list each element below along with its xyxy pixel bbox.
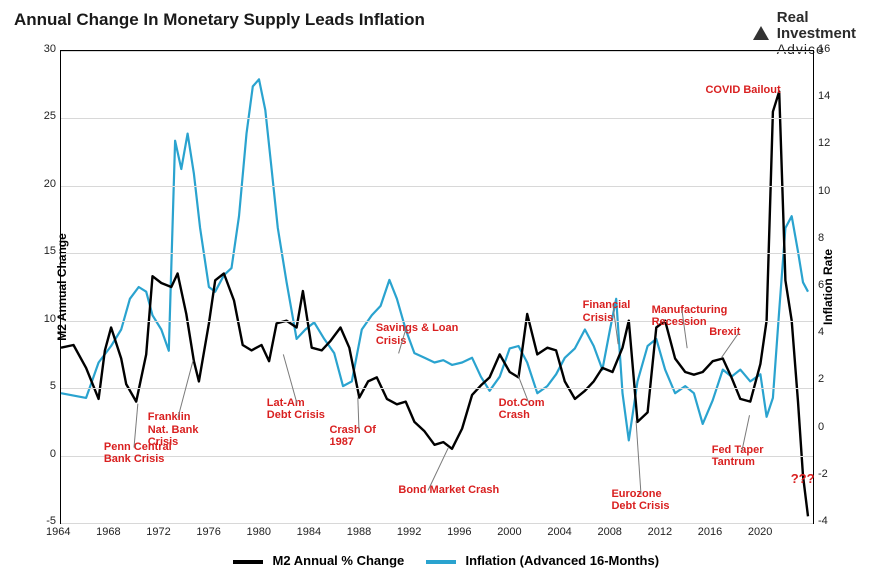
y-right-tick: 12 xyxy=(818,137,830,149)
x-tick: 2020 xyxy=(748,526,772,538)
y-left-tick: 0 xyxy=(36,448,56,460)
x-tick: 1972 xyxy=(146,526,170,538)
chart-annotation: Crash Of1987 xyxy=(329,424,375,448)
chart-legend: M2 Annual % Change Inflation (Advanced 1… xyxy=(0,553,874,568)
x-tick: 2000 xyxy=(497,526,521,538)
y-right-tick: 6 xyxy=(818,279,824,291)
y-right-tick: 2 xyxy=(818,373,824,385)
y-right-tick: 10 xyxy=(818,185,830,197)
x-tick: 1988 xyxy=(347,526,371,538)
chart-annotation: ManufacturingRecession xyxy=(652,304,728,328)
chart-annotation: Dot.ComCrash xyxy=(499,397,545,421)
y-right-tick: -2 xyxy=(818,468,828,480)
chart-container: Annual Change In Monetary Supply Leads I… xyxy=(0,0,874,574)
legend-label-inflation: Inflation (Advanced 16-Months) xyxy=(466,553,660,568)
logo-line2: Investment xyxy=(777,26,856,42)
chart-annotation: ??? xyxy=(791,472,815,486)
chart-annotation: Fed TaperTantrum xyxy=(712,444,764,468)
y-right-tick: 8 xyxy=(818,232,824,244)
logo-icon xyxy=(753,26,769,40)
line-series-svg xyxy=(61,51,813,523)
gridline xyxy=(61,388,813,389)
x-tick: 1992 xyxy=(397,526,421,538)
x-tick: 2012 xyxy=(648,526,672,538)
gridline xyxy=(61,118,813,119)
x-tick: 2008 xyxy=(597,526,621,538)
chart-annotation: Bond Market Crash xyxy=(398,484,499,496)
plot-area xyxy=(60,50,814,524)
x-tick: 1984 xyxy=(297,526,321,538)
legend-swatch-inflation xyxy=(426,560,456,564)
chart-annotation: Savings & LoanCrisis xyxy=(376,322,459,346)
chart-annotation: FranklinNat. BankCrisis xyxy=(148,411,199,447)
x-tick: 1980 xyxy=(247,526,271,538)
y-left-tick: 20 xyxy=(36,178,56,190)
y-right-tick: -4 xyxy=(818,515,828,527)
x-tick: 1968 xyxy=(96,526,120,538)
y-left-tick: 10 xyxy=(36,313,56,325)
x-tick: 2016 xyxy=(698,526,722,538)
chart-annotation: COVID Bailout xyxy=(705,84,780,96)
y-right-tick: 16 xyxy=(818,43,830,55)
gridline xyxy=(61,523,813,524)
gridline xyxy=(61,186,813,187)
y-right-tick: 4 xyxy=(818,326,824,338)
x-tick: 2004 xyxy=(547,526,571,538)
x-tick: 1996 xyxy=(447,526,471,538)
gridline xyxy=(61,456,813,457)
chart-annotation: FinancialCrisis xyxy=(583,299,631,323)
y-left-tick: 15 xyxy=(36,245,56,257)
y-left-tick: 5 xyxy=(36,380,56,392)
x-tick: 1976 xyxy=(196,526,220,538)
legend-label-m2: M2 Annual % Change xyxy=(273,553,405,568)
x-tick: 1964 xyxy=(46,526,70,538)
legend-swatch-m2 xyxy=(233,560,263,564)
logo-line1: Real xyxy=(777,10,856,26)
y-left-tick: 25 xyxy=(36,110,56,122)
y-right-tick: 14 xyxy=(818,90,830,102)
y-left-tick: 30 xyxy=(36,43,56,55)
chart-title: Annual Change In Monetary Supply Leads I… xyxy=(14,10,425,30)
gridline xyxy=(61,51,813,52)
gridline xyxy=(61,253,813,254)
y-right-tick: 0 xyxy=(818,421,824,433)
